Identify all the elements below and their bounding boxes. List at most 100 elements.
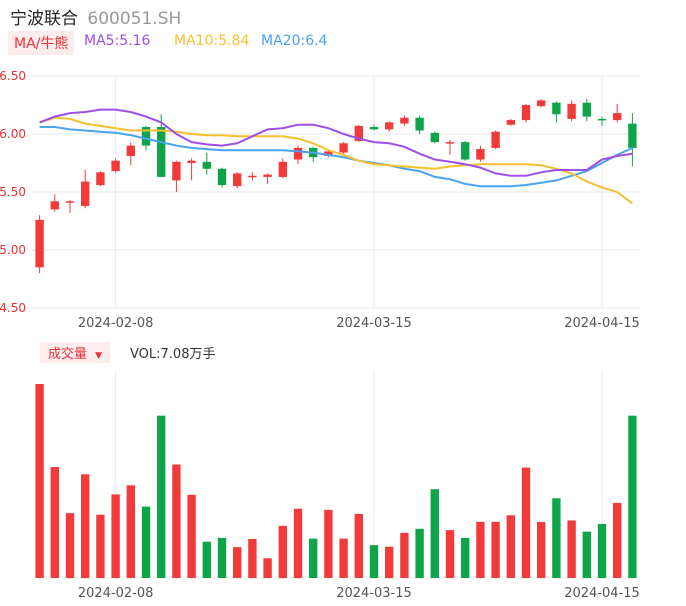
candle-body: [263, 174, 272, 177]
volume-bar: [248, 539, 257, 578]
y-tick-label: 5.00: [0, 243, 26, 257]
volume-x-tick-label: 2024-03-15: [336, 586, 412, 601]
candle-body: [567, 103, 576, 119]
volume-toggle-label: 成交量: [48, 347, 88, 362]
candle-body: [491, 131, 500, 148]
candle-body: [141, 127, 151, 146]
x-tick-label: 2024-04-15: [564, 316, 640, 331]
candle-body: [172, 161, 181, 181]
y-tick-label: 6.00: [0, 127, 26, 141]
volume-bar: [582, 531, 591, 578]
volume-bar: [597, 523, 607, 578]
volume-bar: [369, 545, 379, 578]
y-tick-label: 5.50: [0, 185, 26, 199]
candle-body: [202, 161, 211, 169]
candle-body: [537, 100, 546, 107]
ma20-label: MA20:6.4: [261, 33, 328, 49]
volume-bar: [476, 521, 485, 578]
volume-bar: [157, 415, 166, 578]
candle-body: [582, 102, 591, 117]
ma5-line: [39, 108, 633, 177]
candle-body: [597, 118, 607, 121]
volume-bar: [461, 537, 470, 578]
volume-bar: [339, 538, 348, 578]
candle-body: [96, 172, 105, 186]
volume-bar: [293, 508, 303, 578]
volume-bar: [430, 489, 439, 578]
dropdown-arrow-icon: ▼: [95, 351, 103, 361]
candle-body: [278, 161, 287, 177]
candle-body: [521, 105, 531, 121]
volume-bar: [202, 541, 211, 578]
candle-body: [187, 160, 196, 163]
volume-indicator-toggle[interactable]: 成交量 ▼: [40, 342, 111, 363]
volume-bar: [141, 506, 151, 578]
volume-x-tick-label: 2024-02-08: [78, 586, 154, 601]
volume-bar: [445, 530, 455, 578]
candle-body: [461, 142, 470, 160]
y-tick-label: 4.50: [0, 301, 26, 315]
volume-bar: [309, 538, 318, 578]
volume-bar: [111, 494, 120, 578]
ma5-label: MA5:5.16: [84, 33, 151, 49]
candle-body: [506, 120, 515, 125]
candle-body: [476, 149, 485, 160]
candle-body: [248, 175, 257, 178]
stock-name: 宁波联合: [10, 9, 78, 29]
volume-bar: [126, 485, 135, 578]
ma10-line: [39, 116, 634, 205]
volume-value-label: VOL:7.08万手: [130, 347, 216, 362]
candle-body: [628, 123, 637, 148]
candle-body: [613, 113, 622, 121]
candle-body: [293, 147, 303, 160]
candle-body: [217, 168, 227, 186]
volume-bar: [81, 474, 90, 578]
stock-header: 宁波联合 600051.SH: [10, 4, 181, 29]
volume-bar: [415, 528, 424, 578]
x-tick-label: 2024-03-15: [336, 316, 412, 331]
y-tick-label: 6.50: [0, 69, 26, 83]
candle-body: [339, 143, 348, 153]
candle-body: [50, 201, 59, 210]
volume-bar: [613, 502, 622, 578]
candle-body: [157, 127, 166, 177]
volume-bar: [172, 464, 181, 578]
volume-bar: [552, 498, 561, 578]
candle-body: [233, 173, 242, 187]
volume-bar: [324, 509, 333, 578]
candle-body: [400, 117, 409, 124]
volume-bar: [263, 558, 272, 578]
volume-x-tick-label: 2024-04-15: [564, 586, 640, 601]
volume-bar: [35, 384, 44, 578]
volume-bar: [187, 494, 196, 578]
candle-body: [65, 201, 75, 203]
candle-body: [369, 127, 379, 130]
volume-bar: [50, 467, 59, 578]
volume-bar: [491, 521, 500, 578]
candle-body: [445, 142, 455, 144]
volume-bar: [233, 547, 242, 578]
volume-bar: [65, 513, 75, 578]
candle-body: [430, 132, 439, 143]
candle-body: [35, 219, 44, 268]
volume-bar: [537, 522, 546, 578]
ma10-label: MA10:5.84: [174, 33, 250, 49]
candle-body: [111, 160, 120, 172]
volume-bar: [278, 525, 287, 578]
volume-bar: [400, 532, 409, 578]
volume-bar: [628, 415, 637, 578]
candle-body: [126, 145, 135, 157]
candle-body: [552, 102, 561, 115]
candle-body: [385, 122, 394, 130]
candle-body: [81, 181, 90, 206]
volume-bar: [217, 537, 227, 578]
volume-bar: [567, 520, 576, 578]
stock-code: 600051.SH: [87, 9, 182, 29]
ma-indicator-toggle[interactable]: MA/牛熊: [8, 31, 75, 55]
volume-bar: [385, 546, 394, 578]
candle-body: [354, 125, 363, 141]
ma20-line: [39, 126, 633, 188]
volume-bar: [506, 515, 515, 578]
volume-bar: [521, 467, 531, 578]
